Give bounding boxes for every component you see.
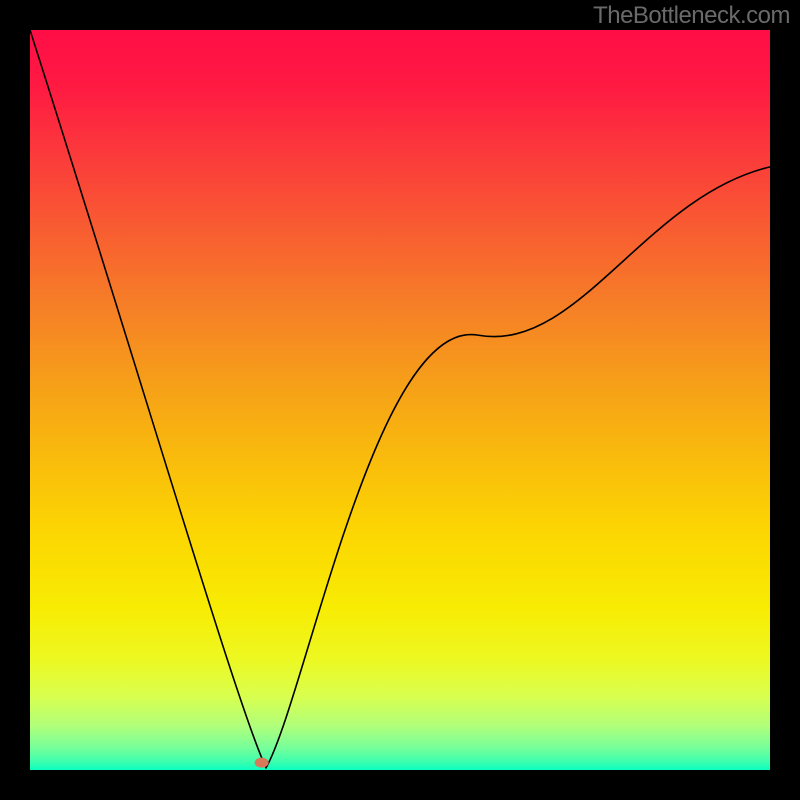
optimal-point-marker [255, 758, 269, 768]
watermark-text: TheBottleneck.com [593, 2, 790, 30]
bottleneck-chart [0, 0, 800, 800]
plot-background [30, 30, 770, 770]
chart-container: TheBottleneck.com [0, 0, 800, 800]
